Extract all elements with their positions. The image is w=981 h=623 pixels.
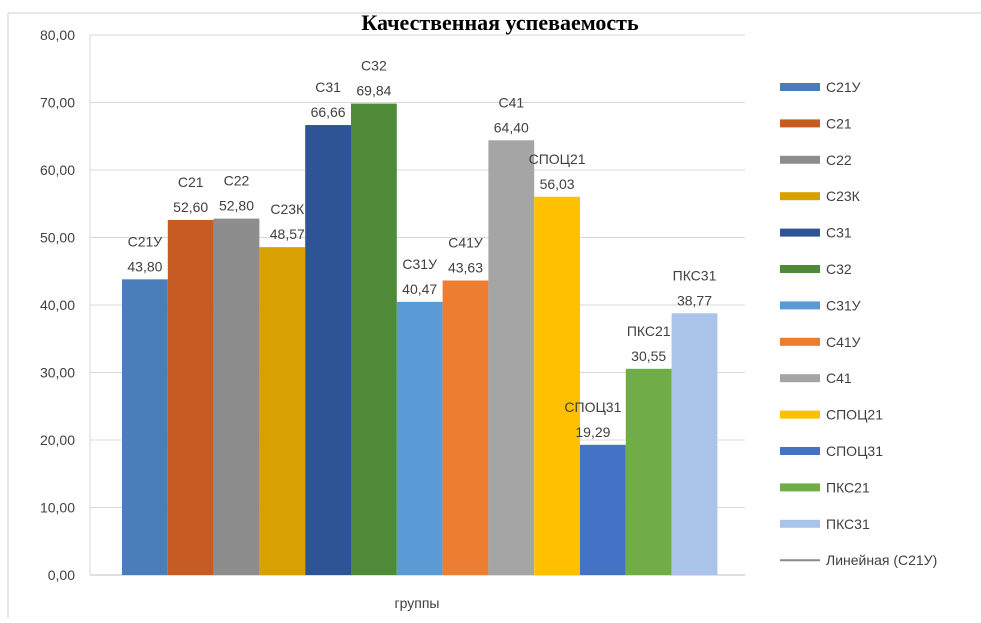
bar-4: [259, 247, 306, 575]
bar-series-label: ПКС31: [673, 267, 717, 283]
bar-value-label: 43,80: [127, 258, 162, 274]
bar-value-label: 52,80: [219, 198, 254, 214]
legend-entry-label: С21У: [826, 79, 861, 95]
legend-swatch: [780, 83, 820, 91]
bar-value-label: 66,66: [311, 104, 346, 120]
y-tick-label: 40,00: [40, 297, 75, 313]
bar-series-label: С31У: [402, 256, 437, 272]
bar-13: [671, 313, 718, 575]
bar-1: [122, 279, 168, 575]
legend-entry-label: С22: [826, 152, 852, 168]
legend-swatch: [780, 483, 820, 492]
y-tick-label: 20,00: [40, 432, 75, 448]
bar-7: [396, 301, 443, 575]
y-tick-label: 50,00: [40, 230, 75, 246]
legend-entry-label: СПОЦ21: [826, 407, 883, 423]
bar-series-label: С21У: [128, 233, 163, 249]
bar-2: [167, 219, 214, 575]
legend-swatch: [780, 265, 820, 273]
bar-series-label: СПОЦ21: [529, 151, 586, 167]
bar-value-label: 64,40: [494, 119, 529, 135]
bar-value-label: 69,84: [356, 83, 391, 99]
bar-series-label: СПОЦ31: [564, 399, 621, 415]
bar-3: [213, 218, 260, 575]
bar-value-label: 38,77: [677, 292, 712, 308]
legend-entry-label: ПКС21: [826, 479, 870, 495]
legend-swatch: [780, 447, 820, 455]
legend-swatch: [780, 410, 820, 419]
y-tick-label: 60,00: [40, 162, 75, 178]
bar-value-label: 30,55: [631, 348, 666, 364]
bar-value-label: 48,57: [270, 226, 305, 242]
legend-swatch: [780, 337, 820, 346]
chart-title: Качественная успеваемость: [361, 10, 639, 35]
legend-entry-label: С32: [826, 261, 852, 277]
legend-entry-label: СПОЦ31: [826, 443, 883, 459]
y-tick-label: 0,00: [48, 567, 75, 583]
legend: С21У С21 С22 С23К С31 С32 С31У С41У С41 СПОЦ21 СПО…: [780, 79, 937, 568]
y-tick-label: 70,00: [40, 95, 75, 111]
legend-entry-label: С41У: [826, 334, 861, 350]
bar-value-label: 52,60: [173, 199, 208, 215]
x-axis-label: группы: [395, 595, 440, 611]
y-tick-label: 10,00: [40, 500, 75, 516]
y-tick-label: 30,00: [40, 365, 75, 381]
bar-series-label: С41: [498, 94, 524, 110]
legend-swatch: [780, 155, 820, 164]
legend-swatch: [780, 192, 820, 201]
legend-entry-label: ПКС31: [826, 516, 870, 532]
legend-swatch: [780, 119, 820, 128]
legend-entry-label: С21: [826, 115, 852, 131]
bar-value-label: 56,03: [540, 176, 575, 192]
bar-10: [534, 196, 580, 576]
bar-series-label: С31: [315, 79, 341, 95]
legend-swatch: [780, 228, 820, 237]
bar-series-label: С41У: [448, 234, 483, 250]
bar-5: [305, 125, 351, 576]
bar-series-label: С32: [361, 58, 387, 74]
legend-entry-label: С31: [826, 225, 852, 241]
bar-value-label: 19,29: [575, 424, 610, 440]
bar-6: [351, 103, 397, 575]
legend-swatch: [780, 519, 820, 528]
bar-series-label: С21: [178, 174, 204, 190]
legend-entry-label: С31У: [826, 297, 861, 313]
bars-layer: [122, 103, 718, 576]
bar-12: [625, 368, 672, 575]
bar-value-label: 43,63: [448, 259, 483, 275]
bar-9: [488, 140, 535, 576]
bar-series-label: С22: [224, 173, 250, 189]
legend-entry-label: С41: [826, 370, 852, 386]
bar-series-label: ПКС21: [627, 323, 671, 339]
y-tick-label: 80,00: [40, 27, 75, 43]
bar-8: [442, 280, 489, 575]
legend-swatch: [780, 301, 820, 310]
legend-swatch: [780, 374, 820, 383]
bar-11: [580, 444, 626, 575]
bar-value-label: 40,47: [402, 281, 437, 297]
data-labels-layer: С21У 43,80 С21 52,60 С22 52,80 С23К 48,57 С31 66,…: [127, 58, 716, 440]
legend-trendline-label: Линейная (С21У): [826, 552, 937, 568]
bar-series-label: С23К: [270, 201, 305, 217]
legend-entry-label: С23К: [826, 188, 861, 204]
